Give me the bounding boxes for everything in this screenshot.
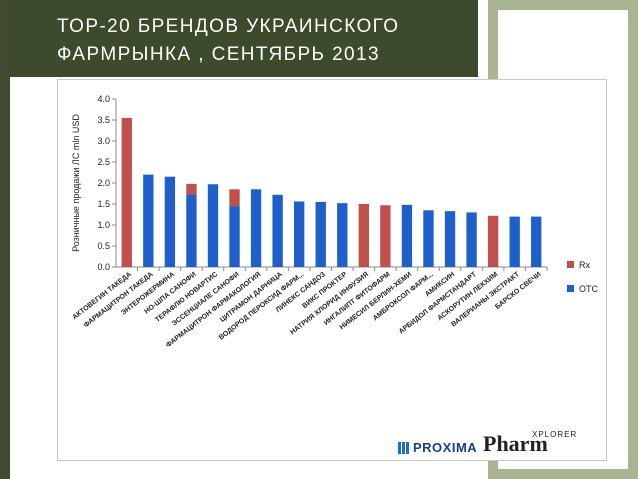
y-tick-label: 3.5 bbox=[97, 115, 110, 125]
proxima-logo: PROXIMA bbox=[398, 440, 477, 456]
bar-rx bbox=[186, 183, 197, 195]
y-tick-label: 3.0 bbox=[97, 136, 110, 146]
y-tick-label: 2.5 bbox=[97, 157, 110, 167]
y-axis-label: Розничные продажи ЛС mln USD bbox=[71, 114, 81, 252]
bar-rx bbox=[121, 117, 132, 268]
bar-otc bbox=[466, 212, 477, 267]
bar-rx bbox=[380, 205, 391, 267]
bar-otc bbox=[444, 211, 456, 267]
bar-otc bbox=[423, 210, 434, 267]
y-tick-label: 1.0 bbox=[97, 220, 110, 230]
bar-otc bbox=[531, 216, 542, 267]
title-header bbox=[10, 0, 478, 77]
bar-otc bbox=[164, 176, 176, 267]
bar-otc bbox=[207, 184, 219, 267]
bar-rx bbox=[487, 215, 499, 267]
proxima-mark-icon bbox=[398, 442, 410, 454]
bar-otc bbox=[509, 216, 520, 267]
bar-otc bbox=[401, 204, 413, 267]
proxima-logo-text: PROXIMA bbox=[413, 440, 478, 455]
y-tick-label: 2.0 bbox=[97, 178, 110, 188]
bar-otc bbox=[250, 189, 262, 267]
xplorer-logo: XPLORER bbox=[532, 430, 578, 439]
bar-rx bbox=[358, 204, 369, 267]
y-tick-label: 0.5 bbox=[97, 241, 110, 251]
y-tick-label: 4.0 bbox=[97, 94, 110, 104]
left-accent-bar bbox=[0, 0, 10, 479]
y-tick-label: 1.5 bbox=[97, 199, 110, 209]
bar-otc bbox=[143, 174, 154, 267]
pharm-logo: Pharm bbox=[483, 431, 548, 456]
bar-otc bbox=[337, 203, 348, 267]
legend-swatch-rx bbox=[567, 261, 574, 268]
slide-title: ТОР-20 БРЕНДОВ УКРАИНСКОГО ФАРМРЫНКА , С… bbox=[57, 16, 400, 65]
legend-swatch-otc bbox=[567, 285, 574, 292]
chart-frame bbox=[57, 79, 607, 461]
bar-otc bbox=[315, 201, 326, 267]
bar-otc bbox=[272, 194, 283, 267]
bar-rx bbox=[229, 189, 240, 207]
bar-chart: 0.0 0.5 1.0 1.5 2.0 2.5 3.0 3.5 4.0 Розничные про… bbox=[71, 94, 598, 349]
legend-label-rx: Rx bbox=[579, 260, 590, 270]
bar-otc bbox=[229, 206, 240, 267]
legend-label-otc: OTC bbox=[579, 284, 598, 294]
bar-otc bbox=[294, 201, 305, 267]
x-tick-label: АРБИДОЛ ФАРМСТАНДАРТ bbox=[398, 271, 478, 336]
y-tick-label: 0.0 bbox=[97, 262, 110, 272]
bar-otc bbox=[186, 194, 197, 267]
